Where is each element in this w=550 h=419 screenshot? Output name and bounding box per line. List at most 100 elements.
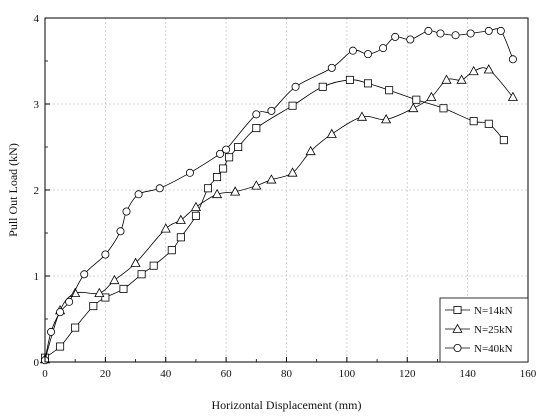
x-axis-title: Horizontal Displacement (mm) <box>212 398 362 412</box>
data-point <box>191 211 200 220</box>
data-point <box>71 323 80 332</box>
data-point <box>252 110 261 119</box>
data-point <box>80 270 89 279</box>
data-point <box>65 297 74 306</box>
data-point <box>484 119 493 128</box>
data-point <box>496 26 505 35</box>
data-point <box>216 149 225 158</box>
data-point <box>364 79 373 88</box>
data-point <box>345 75 354 84</box>
data-point <box>230 186 241 196</box>
data-point <box>155 184 164 193</box>
data-point <box>137 270 146 279</box>
data-point <box>507 91 518 101</box>
data-point <box>379 44 388 53</box>
data-point <box>130 257 141 267</box>
data-point <box>381 114 392 124</box>
data-point <box>116 227 125 236</box>
x-tick-label: 160 <box>520 368 537 380</box>
data-point <box>291 82 300 91</box>
data-point <box>56 308 65 317</box>
data-point <box>364 50 373 59</box>
legend-label: N=25kN <box>474 324 513 336</box>
data-point <box>176 233 185 242</box>
legend-label: N=40kN <box>474 343 513 355</box>
data-point <box>318 82 327 91</box>
x-tick-label: 100 <box>339 368 356 380</box>
legend-item: N=25kN <box>445 323 513 336</box>
data-point <box>469 117 478 126</box>
y-tick-label: 3 <box>34 99 40 111</box>
data-point <box>385 86 394 95</box>
data-point <box>326 128 337 138</box>
data-point <box>252 124 261 133</box>
data-point <box>426 91 437 101</box>
data-point <box>441 74 452 84</box>
data-point <box>424 26 433 35</box>
x-tick-label: 140 <box>459 368 476 380</box>
data-point <box>356 111 368 121</box>
legend-item: N=40kN <box>445 343 513 355</box>
data-point <box>436 29 445 38</box>
legend-item: N=14kN <box>445 305 513 317</box>
y-tick-label: 2 <box>34 185 40 197</box>
series-layer <box>39 26 518 365</box>
x-tick-label: 40 <box>160 368 172 380</box>
data-point <box>122 207 131 216</box>
data-point <box>456 74 467 84</box>
data-point <box>101 250 110 259</box>
legend-marker <box>453 343 462 352</box>
data-point <box>251 180 262 190</box>
data-point <box>175 214 186 224</box>
legend: N=14kN N=25kN N=40kN <box>439 297 529 363</box>
data-point <box>119 284 128 293</box>
series-line <box>44 79 505 359</box>
data-point <box>288 101 297 110</box>
data-point <box>185 168 194 177</box>
data-point <box>287 167 298 177</box>
data-point <box>391 32 400 41</box>
x-tick-label: 120 <box>399 368 416 380</box>
data-point <box>508 55 517 64</box>
data-point <box>466 29 475 38</box>
legend-marker <box>452 323 463 333</box>
y-axis-title: Pull Out Load (kN) <box>6 143 20 237</box>
x-tick-label: 60 <box>221 368 233 380</box>
data-point <box>406 35 415 44</box>
data-point <box>89 302 98 311</box>
data-point <box>160 223 171 233</box>
series-circle <box>41 26 517 365</box>
data-point <box>225 153 234 162</box>
legend-label: N=14kN <box>474 305 513 317</box>
data-point <box>56 342 65 351</box>
y-tick-label: 4 <box>34 13 40 25</box>
data-point <box>412 95 421 104</box>
x-tick-label: 0 <box>42 368 48 380</box>
data-point <box>149 261 158 270</box>
data-point <box>408 102 419 113</box>
x-tick-label: 20 <box>100 368 112 380</box>
data-point <box>101 293 110 302</box>
data-point <box>167 246 176 255</box>
series-square <box>41 75 508 362</box>
data-point <box>327 63 336 72</box>
data-point <box>94 287 105 298</box>
data-point <box>190 201 202 212</box>
data-point <box>348 46 357 55</box>
data-point <box>439 104 448 113</box>
data-point <box>234 142 243 151</box>
data-point <box>211 188 223 199</box>
data-point <box>451 31 460 40</box>
data-point <box>266 174 277 184</box>
data-point <box>204 184 213 193</box>
series-triangle <box>39 64 518 364</box>
y-tick-label: 0 <box>34 357 40 369</box>
data-point <box>219 164 228 173</box>
axes: 0 20 40 60 80 100 120 140 160 0 1 2 3 4 <box>34 13 537 380</box>
data-point <box>213 173 222 182</box>
data-point <box>483 64 494 74</box>
data-point <box>484 26 493 35</box>
data-point <box>222 145 231 154</box>
data-point <box>468 65 479 76</box>
